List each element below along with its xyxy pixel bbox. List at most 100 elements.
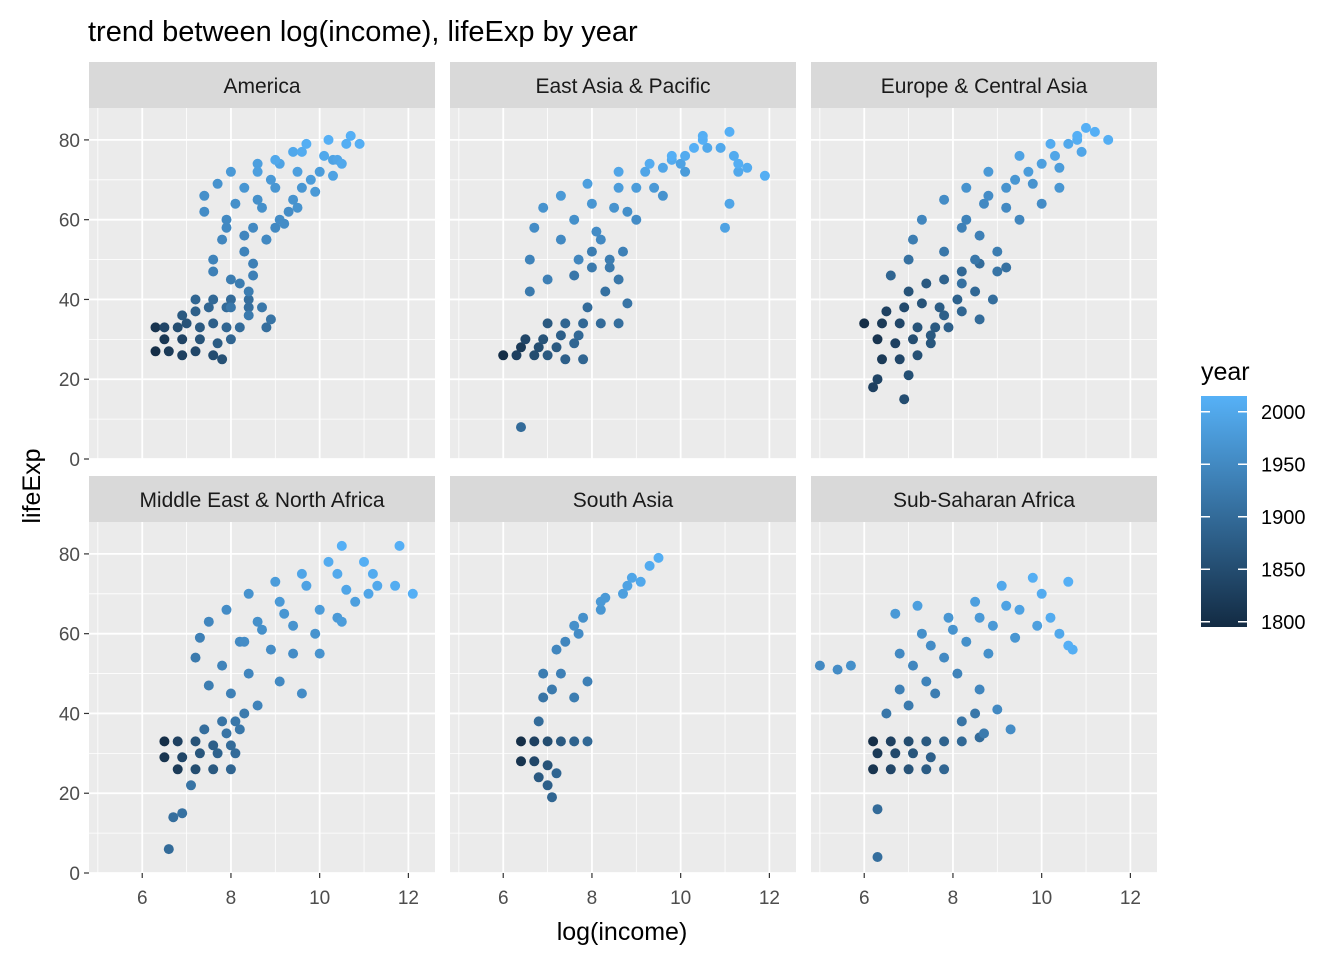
data-point [1014, 604, 1025, 615]
data-point [586, 262, 597, 273]
data-point [252, 194, 263, 205]
data-point [407, 588, 418, 599]
data-point [190, 764, 201, 775]
data-point [877, 354, 887, 365]
data-point [208, 764, 219, 775]
data-point [1027, 572, 1038, 583]
data-point [912, 322, 923, 333]
x-tick-label: 10 [309, 888, 330, 909]
plot-panel-background [89, 522, 435, 873]
data-point [961, 636, 972, 647]
x-tick-label: 10 [670, 888, 691, 909]
y-tick-label: 20 [59, 784, 80, 805]
data-point [728, 150, 739, 161]
data-point [310, 628, 321, 639]
data-point [177, 334, 188, 345]
data-point [653, 552, 664, 563]
data-point [702, 142, 713, 153]
data-point [288, 146, 299, 157]
data-point [894, 684, 905, 695]
facet-strip [811, 62, 1157, 108]
data-point [569, 270, 580, 281]
facet-strip-label: Sub-Saharan Africa [893, 489, 1075, 512]
data-point [336, 616, 347, 627]
data-point [1001, 202, 1012, 213]
data-point [983, 190, 994, 201]
data-point [177, 808, 188, 819]
data-point [631, 214, 642, 225]
facet-strip-label: America [223, 75, 300, 98]
data-point [274, 676, 285, 687]
data-point [595, 234, 606, 245]
plot-panel-background [89, 108, 435, 459]
legend-label: 1900 [1261, 507, 1306, 529]
data-point [925, 330, 936, 341]
data-point [150, 322, 161, 333]
data-point [939, 736, 950, 747]
data-point [323, 556, 334, 567]
x-tick-label: 8 [587, 888, 598, 909]
data-point [569, 214, 580, 225]
y-tick-label: 0 [69, 864, 80, 885]
data-point [657, 190, 668, 201]
data-point [177, 310, 188, 321]
data-point [715, 142, 726, 153]
data-point [538, 668, 549, 679]
data-point [578, 318, 589, 329]
data-point [314, 648, 325, 659]
data-point [930, 322, 941, 333]
data-point [987, 294, 998, 305]
data-point [1036, 198, 1047, 209]
data-point [354, 138, 365, 149]
data-point [279, 218, 290, 229]
data-point [551, 342, 562, 353]
data-point [350, 596, 361, 607]
data-point [947, 624, 958, 635]
data-point [243, 302, 254, 313]
data-point [560, 354, 571, 365]
data-point [177, 752, 188, 763]
data-point [591, 226, 602, 237]
data-point [881, 306, 892, 317]
data-point [586, 246, 597, 257]
data-point [199, 206, 210, 217]
data-point [172, 736, 183, 747]
data-point [239, 230, 250, 241]
data-point [194, 632, 205, 643]
data-point [301, 138, 312, 149]
data-point [697, 134, 708, 145]
data-point [217, 234, 228, 245]
data-point [640, 166, 651, 177]
data-point [680, 166, 691, 177]
data-point [956, 222, 967, 233]
data-point [555, 190, 566, 201]
plot-panel-background [450, 108, 796, 459]
data-point [498, 350, 509, 361]
data-point [150, 346, 161, 357]
data-point [1050, 150, 1060, 161]
data-point [992, 266, 1003, 277]
data-point [912, 600, 923, 611]
data-point [666, 150, 677, 161]
data-point [979, 728, 989, 739]
legend-label: 1950 [1261, 454, 1306, 476]
data-point [296, 568, 307, 579]
data-point [511, 350, 522, 361]
data-point [194, 334, 205, 345]
data-point [916, 628, 927, 639]
data-point [199, 190, 210, 201]
data-point [1001, 600, 1012, 611]
data-point [586, 198, 597, 209]
y-tick-label: 80 [59, 545, 80, 566]
data-point [974, 314, 985, 325]
data-point [190, 294, 201, 305]
facet-strip [89, 476, 435, 522]
data-point [265, 644, 276, 655]
data-point [212, 178, 223, 189]
data-point [363, 588, 374, 599]
data-point [560, 636, 571, 647]
data-point [520, 334, 531, 345]
data-point [1036, 588, 1047, 599]
data-point [261, 322, 272, 333]
